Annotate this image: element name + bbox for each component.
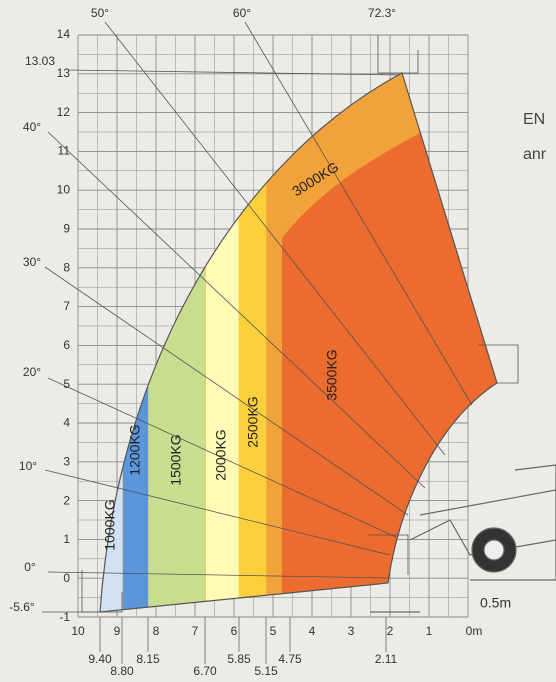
x-tick-label: 6	[231, 624, 238, 638]
x-tick-label: 2	[387, 624, 394, 638]
x-tick-label: 1	[426, 624, 433, 638]
y-tick-label: 3	[63, 455, 70, 469]
y-tick-label: 12	[57, 105, 71, 119]
y-tick-label: 8	[63, 260, 70, 274]
zone-1500	[148, 0, 205, 682]
x-tick-label: 8	[153, 624, 160, 638]
angle-label: 40°	[23, 120, 41, 134]
y-tick-label: 5	[63, 377, 70, 391]
y-tick-label: 9	[63, 221, 70, 235]
x-tick-label: 10	[71, 624, 85, 638]
zone-1000	[100, 0, 122, 682]
angle-label: 30°	[23, 255, 41, 269]
load-chart: EN anr 0.5m 13.03 14131211109876543210-1…	[0, 0, 556, 682]
angle-label: 0°	[24, 560, 36, 574]
x-tick-label: 7	[192, 624, 199, 638]
y-tick-label: 6	[63, 338, 70, 352]
angle-label: 72.3°	[368, 6, 396, 20]
scale-label: 0.5m	[480, 595, 511, 611]
zone-3500	[282, 133, 556, 682]
angle-label: 60°	[233, 6, 251, 20]
y-tick-label: -1	[59, 610, 70, 624]
zone-label: 1200KG	[127, 424, 143, 475]
y-tick-label: 14	[57, 27, 71, 41]
marker-label: 2.11	[375, 652, 398, 666]
y-tick-label: 10	[57, 183, 71, 197]
y-tick-label: 0	[63, 571, 70, 585]
y-tick-label: 2	[63, 493, 70, 507]
zone-label: 3500KG	[324, 349, 340, 400]
y-tick-label: 4	[63, 416, 70, 430]
zone-label: 1500KG	[168, 434, 184, 485]
marker-label: 6.70	[193, 664, 217, 678]
side-text: EN	[523, 111, 545, 128]
angle-label: 50°	[91, 6, 109, 20]
angle-label: 10°	[19, 459, 37, 473]
side-text: anr	[523, 146, 547, 163]
marker-label: 9.40	[88, 652, 112, 666]
zone-label: 2500KG	[245, 396, 261, 447]
x-tick-label: 4	[309, 624, 316, 638]
height-label: 13.03	[25, 54, 55, 68]
angle-label: -5.6°	[9, 600, 35, 614]
y-tick-label: 13	[57, 66, 71, 80]
zone-1200	[123, 0, 148, 682]
zone-2500	[239, 0, 266, 682]
x-tick-label: 9	[114, 624, 121, 638]
zone-label: 2000KG	[213, 429, 229, 480]
y-tick-label: 11	[58, 144, 71, 158]
marker-label: 8.15	[136, 652, 160, 666]
marker-label: 4.75	[278, 652, 302, 666]
marker-label: 5.85	[227, 652, 251, 666]
y-tick-label: 7	[63, 299, 70, 313]
marker-label: 5.15	[254, 664, 278, 678]
marker-label: 8.80	[110, 664, 134, 678]
zone-label: 1000KG	[102, 499, 118, 550]
x-tick-label: 3	[348, 624, 355, 638]
y-tick-label: 1	[63, 532, 70, 546]
x-tick-label: 5	[270, 624, 277, 638]
x-tick-label: 0m	[466, 624, 483, 638]
angle-label: 20°	[23, 365, 41, 379]
